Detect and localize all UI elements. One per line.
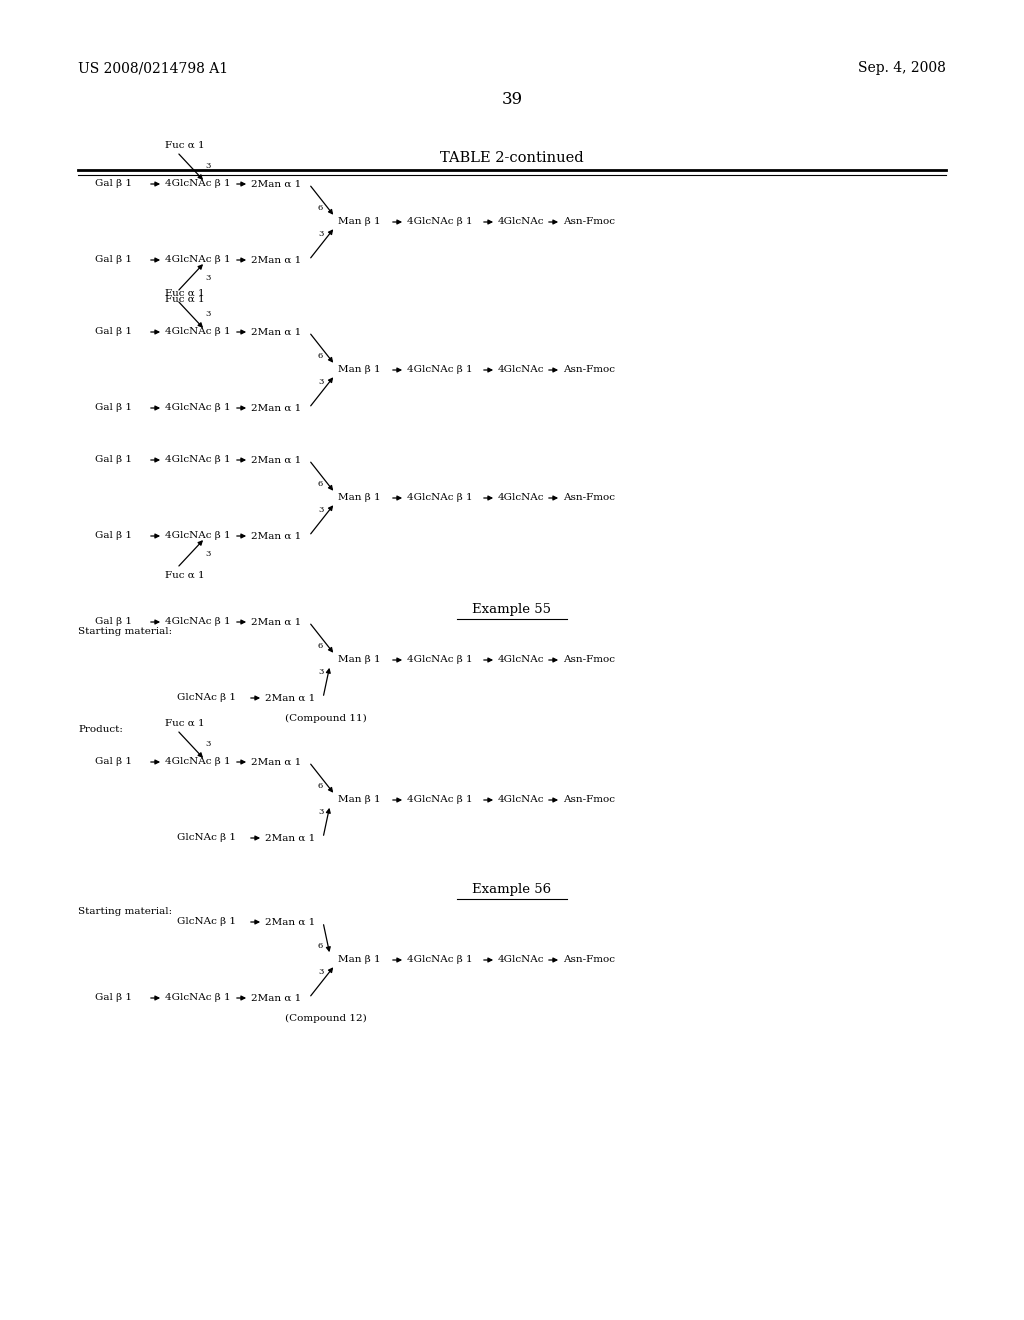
Text: GlcNAc β 1: GlcNAc β 1 bbox=[177, 833, 236, 842]
Text: Man β 1: Man β 1 bbox=[338, 494, 381, 503]
Text: Example 55: Example 55 bbox=[472, 603, 552, 616]
Text: Asn-Fmoc: Asn-Fmoc bbox=[563, 218, 615, 227]
Text: 3: 3 bbox=[205, 741, 210, 748]
Text: 4GlcNAc β 1: 4GlcNAc β 1 bbox=[165, 327, 230, 337]
Text: Gal β 1: Gal β 1 bbox=[95, 758, 132, 767]
Text: TABLE 2-continued: TABLE 2-continued bbox=[440, 150, 584, 165]
Text: 4GlcNAc: 4GlcNAc bbox=[498, 494, 545, 503]
Text: 3: 3 bbox=[318, 968, 324, 975]
Text: 2Man α 1: 2Man α 1 bbox=[251, 618, 301, 627]
Text: 4GlcNAc: 4GlcNAc bbox=[498, 796, 545, 804]
Text: Gal β 1: Gal β 1 bbox=[95, 994, 132, 1002]
Text: 6: 6 bbox=[318, 352, 324, 360]
Text: 3: 3 bbox=[318, 378, 324, 385]
Text: Fuc α 1: Fuc α 1 bbox=[165, 718, 205, 727]
Text: Gal β 1: Gal β 1 bbox=[95, 618, 132, 627]
Text: 2Man α 1: 2Man α 1 bbox=[251, 758, 301, 767]
Text: 4GlcNAc: 4GlcNAc bbox=[498, 366, 545, 375]
Text: 6: 6 bbox=[318, 480, 324, 488]
Text: 3: 3 bbox=[205, 310, 210, 318]
Text: 3: 3 bbox=[205, 275, 210, 282]
Text: 3: 3 bbox=[205, 162, 210, 170]
Text: Gal β 1: Gal β 1 bbox=[95, 327, 132, 337]
Text: Starting material:: Starting material: bbox=[78, 627, 172, 636]
Text: 2Man α 1: 2Man α 1 bbox=[251, 455, 301, 465]
Text: 4GlcNAc β 1: 4GlcNAc β 1 bbox=[407, 956, 473, 965]
Text: Gal β 1: Gal β 1 bbox=[95, 455, 132, 465]
Text: Asn-Fmoc: Asn-Fmoc bbox=[563, 956, 615, 965]
Text: 4GlcNAc β 1: 4GlcNAc β 1 bbox=[165, 455, 230, 465]
Text: Sep. 4, 2008: Sep. 4, 2008 bbox=[858, 61, 946, 75]
Text: (Compound 11): (Compound 11) bbox=[285, 713, 367, 722]
Text: 4GlcNAc: 4GlcNAc bbox=[498, 218, 545, 227]
Text: Man β 1: Man β 1 bbox=[338, 218, 381, 227]
Text: 6: 6 bbox=[318, 781, 324, 789]
Text: Fuc α 1: Fuc α 1 bbox=[165, 289, 205, 297]
Text: Asn-Fmoc: Asn-Fmoc bbox=[563, 366, 615, 375]
Text: 4GlcNAc β 1: 4GlcNAc β 1 bbox=[165, 404, 230, 412]
Text: Example 56: Example 56 bbox=[472, 883, 552, 896]
Text: GlcNAc β 1: GlcNAc β 1 bbox=[177, 693, 236, 702]
Text: Gal β 1: Gal β 1 bbox=[95, 180, 132, 189]
Text: 4GlcNAc β 1: 4GlcNAc β 1 bbox=[165, 618, 230, 627]
Text: Man β 1: Man β 1 bbox=[338, 956, 381, 965]
Text: 4GlcNAc β 1: 4GlcNAc β 1 bbox=[165, 532, 230, 540]
Text: Fuc α 1: Fuc α 1 bbox=[165, 570, 205, 579]
Text: Man β 1: Man β 1 bbox=[338, 366, 381, 375]
Text: Fuc α 1: Fuc α 1 bbox=[165, 294, 205, 304]
Text: 2Man α 1: 2Man α 1 bbox=[251, 994, 301, 1002]
Text: Asn-Fmoc: Asn-Fmoc bbox=[563, 656, 615, 664]
Text: 4GlcNAc β 1: 4GlcNAc β 1 bbox=[165, 180, 230, 189]
Text: 2Man α 1: 2Man α 1 bbox=[251, 404, 301, 412]
Text: Gal β 1: Gal β 1 bbox=[95, 532, 132, 540]
Text: 3: 3 bbox=[318, 668, 324, 676]
Text: 39: 39 bbox=[502, 91, 522, 108]
Text: Product:: Product: bbox=[78, 726, 123, 734]
Text: Man β 1: Man β 1 bbox=[338, 656, 381, 664]
Text: 4GlcNAc β 1: 4GlcNAc β 1 bbox=[407, 366, 473, 375]
Text: 2Man α 1: 2Man α 1 bbox=[265, 833, 315, 842]
Text: Gal β 1: Gal β 1 bbox=[95, 256, 132, 264]
Text: Gal β 1: Gal β 1 bbox=[95, 404, 132, 412]
Text: 4GlcNAc β 1: 4GlcNAc β 1 bbox=[407, 218, 473, 227]
Text: 4GlcNAc β 1: 4GlcNAc β 1 bbox=[165, 256, 230, 264]
Text: Fuc α 1: Fuc α 1 bbox=[165, 140, 205, 149]
Text: (Compound 12): (Compound 12) bbox=[285, 1014, 367, 1023]
Text: 6: 6 bbox=[318, 205, 324, 213]
Text: 3: 3 bbox=[318, 230, 324, 238]
Text: 4GlcNAc β 1: 4GlcNAc β 1 bbox=[165, 758, 230, 767]
Text: Asn-Fmoc: Asn-Fmoc bbox=[563, 796, 615, 804]
Text: 3: 3 bbox=[318, 506, 324, 513]
Text: GlcNAc β 1: GlcNAc β 1 bbox=[177, 917, 236, 927]
Text: 2Man α 1: 2Man α 1 bbox=[265, 917, 315, 927]
Text: 4GlcNAc: 4GlcNAc bbox=[498, 956, 545, 965]
Text: 2Man α 1: 2Man α 1 bbox=[251, 256, 301, 264]
Text: 4GlcNAc β 1: 4GlcNAc β 1 bbox=[407, 656, 473, 664]
Text: 4GlcNAc β 1: 4GlcNAc β 1 bbox=[407, 494, 473, 503]
Text: US 2008/0214798 A1: US 2008/0214798 A1 bbox=[78, 61, 228, 75]
Text: 2Man α 1: 2Man α 1 bbox=[251, 327, 301, 337]
Text: 2Man α 1: 2Man α 1 bbox=[251, 180, 301, 189]
Text: 4GlcNAc: 4GlcNAc bbox=[498, 656, 545, 664]
Text: Starting material:: Starting material: bbox=[78, 908, 172, 916]
Text: 4GlcNAc β 1: 4GlcNAc β 1 bbox=[407, 796, 473, 804]
Text: Man β 1: Man β 1 bbox=[338, 796, 381, 804]
Text: 3: 3 bbox=[205, 550, 210, 558]
Text: 6: 6 bbox=[318, 642, 324, 649]
Text: 2Man α 1: 2Man α 1 bbox=[265, 693, 315, 702]
Text: 2Man α 1: 2Man α 1 bbox=[251, 532, 301, 540]
Text: Asn-Fmoc: Asn-Fmoc bbox=[563, 494, 615, 503]
Text: 3: 3 bbox=[318, 808, 324, 816]
Text: 4GlcNAc β 1: 4GlcNAc β 1 bbox=[165, 994, 230, 1002]
Text: 6: 6 bbox=[318, 942, 324, 950]
